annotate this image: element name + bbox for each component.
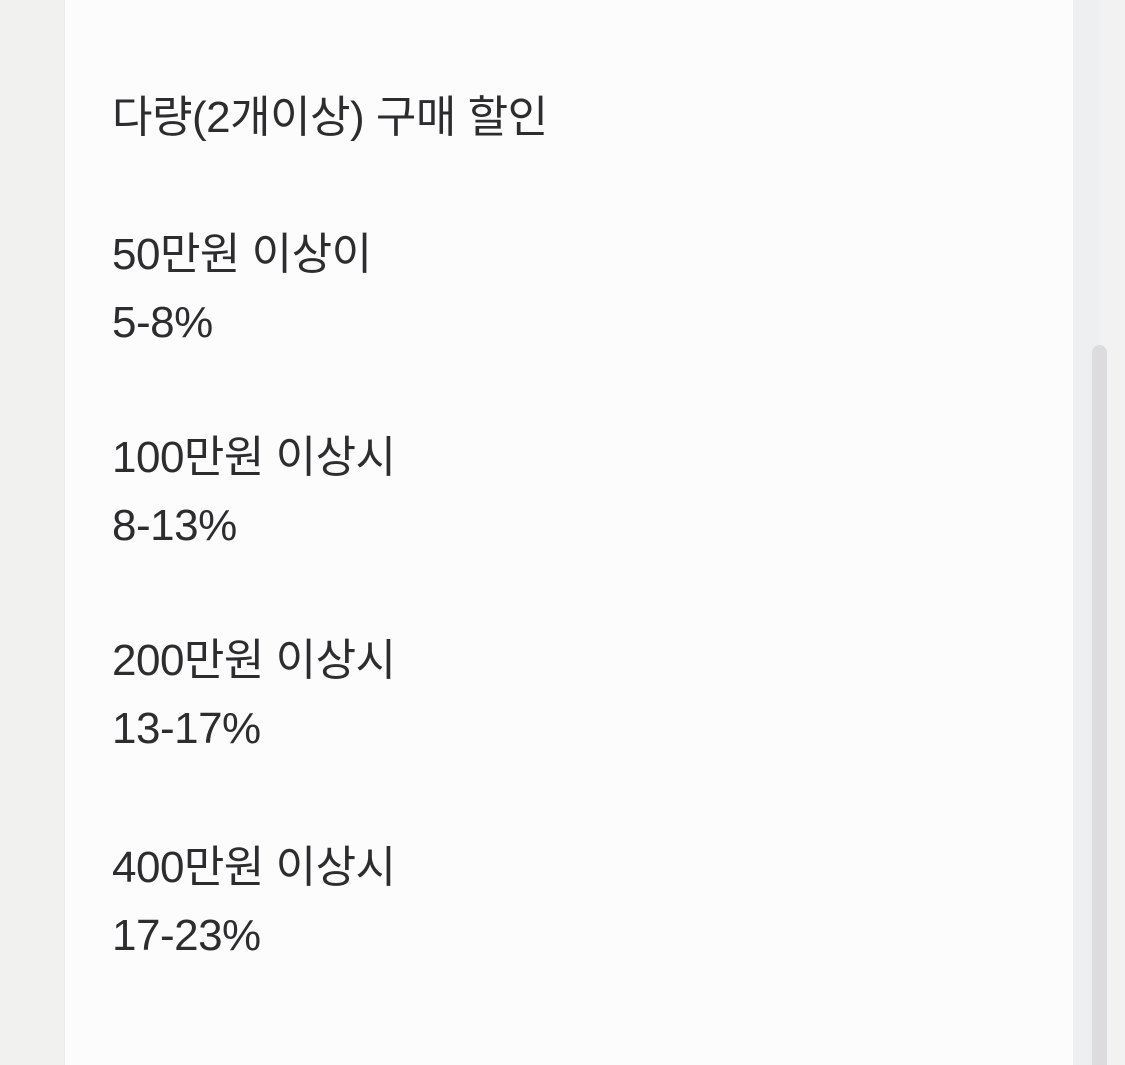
tier-condition: 200만원 이상시	[112, 636, 396, 685]
scrollbar-track[interactable]	[1073, 0, 1125, 1065]
tier-discount-rate: 8-13%	[112, 501, 237, 550]
tier-discount-rate: 17-23%	[112, 911, 261, 960]
tier-discount-rate: 13-17%	[112, 704, 261, 753]
discount-tier: 400만원 이상시 17-23%	[112, 834, 396, 970]
notice-title: 다량(2개이상) 구매 할인	[112, 93, 548, 142]
scrollbar-thumb[interactable]	[1092, 345, 1107, 1065]
discount-tier: 200만원 이상시 13-17%	[112, 627, 396, 763]
left-gutter	[0, 0, 65, 1065]
tier-condition: 100만원 이상시	[112, 433, 396, 482]
discount-tier: 50만원 이상이 5-8%	[112, 221, 372, 357]
discount-tier: 100만원 이상시 8-13%	[112, 424, 396, 560]
tier-condition: 50만원 이상이	[112, 230, 372, 279]
tier-discount-rate: 5-8%	[112, 298, 213, 347]
discount-notice-panel: 다량(2개이상) 구매 할인 50만원 이상이 5-8% 100만원 이상시 8…	[65, 0, 1073, 1065]
tier-condition: 400만원 이상시	[112, 843, 396, 892]
